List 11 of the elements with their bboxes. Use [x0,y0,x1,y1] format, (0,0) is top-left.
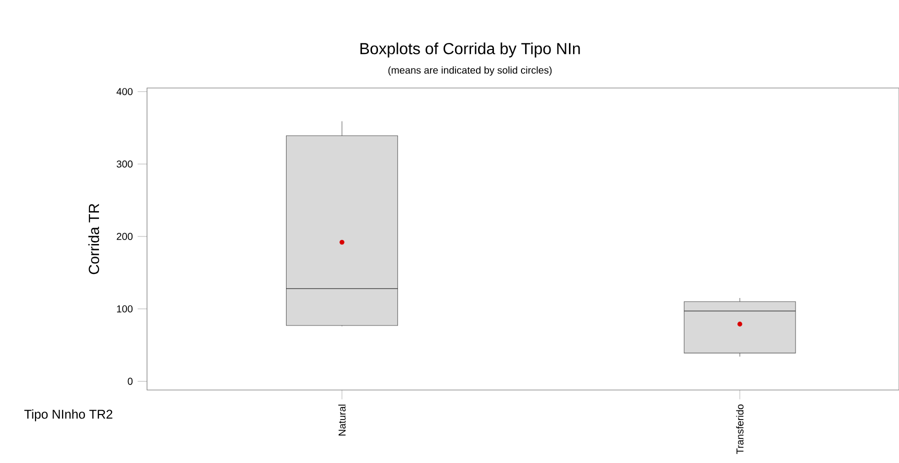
y-tick-label: 200 [116,232,133,240]
y-tick-label: 300 [116,160,133,168]
x-tick-label: Transferido [736,404,744,454]
y-axis-title: Corrida TR [88,204,100,274]
y-tick-label: 0 [128,378,133,385]
y-tick-label: 400 [116,88,133,96]
x-tick-label: Natural [338,404,346,436]
y-tick-label: 100 [117,305,133,312]
x-axis-title: Tipo NInho TR2 [24,409,112,422]
chart-subtitle: (means are indicated by solid circles) [388,66,552,76]
chart-title: Boxplots of Corrida by Tipo NIn [360,42,580,58]
